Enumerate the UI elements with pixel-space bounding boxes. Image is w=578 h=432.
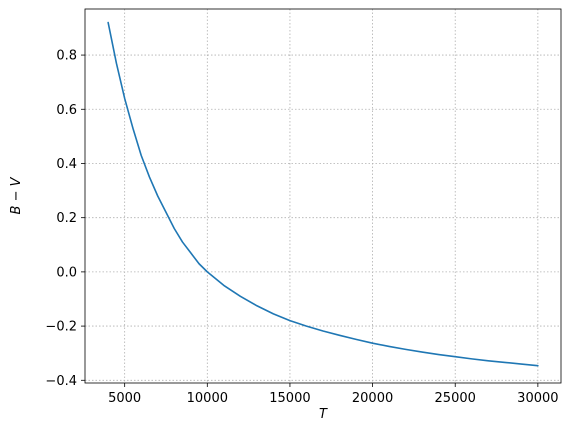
y-axis-ticks: −0.4 −0.2 0.0 0.2 0.4 0.6 0.8 — [45, 49, 85, 389]
x-tick-label: 15000 — [269, 391, 310, 406]
y-tick-label: −0.4 — [45, 374, 77, 389]
plot-frame — [84, 8, 562, 384]
grid — [85, 9, 561, 383]
x-tick-label: 30000 — [517, 391, 558, 406]
y-tick-label: 0.6 — [56, 103, 77, 118]
series-line — [107, 21, 539, 367]
x-tick-label: 5000 — [108, 391, 141, 406]
y-tick-label: 0.0 — [56, 265, 77, 280]
y-tick-label: 0.2 — [56, 211, 77, 226]
x-tick-label: 10000 — [187, 391, 228, 406]
y-tick-label: −0.2 — [45, 320, 77, 335]
x-axis-label: T — [319, 407, 328, 422]
y-tick-label: 0.8 — [56, 49, 77, 64]
y-axis-label: B − V — [9, 176, 24, 214]
y-tick-label: 0.4 — [56, 157, 77, 172]
x-tick-label: 25000 — [435, 391, 476, 406]
x-axis-ticks: 5000 10000 15000 20000 25000 30000 — [108, 383, 559, 406]
series-layer — [107, 21, 539, 367]
x-tick-label: 20000 — [352, 391, 393, 406]
